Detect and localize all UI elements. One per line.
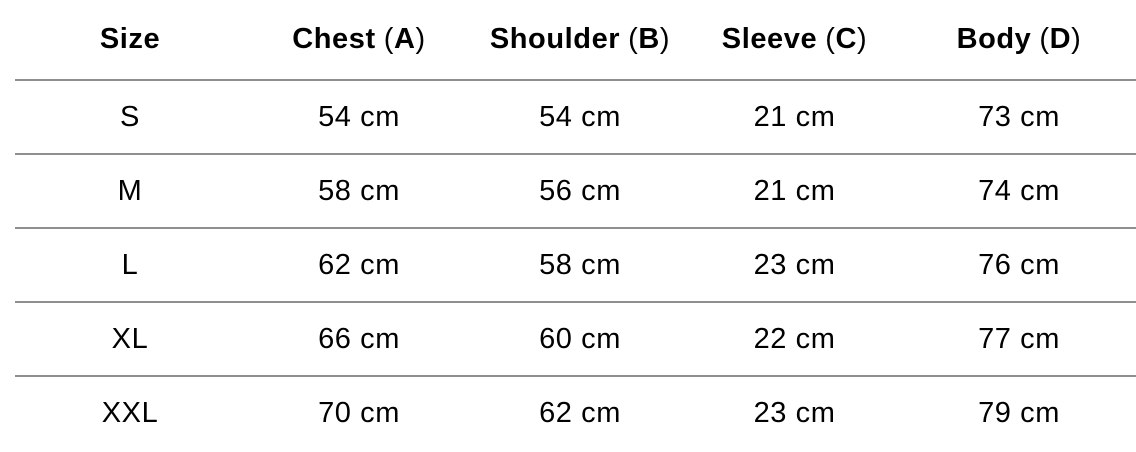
- column-header-body: Body (D): [902, 0, 1136, 81]
- column-code: (C): [825, 23, 868, 55]
- cell-size: XXL: [101, 396, 159, 429]
- column-code: (D): [1039, 23, 1082, 55]
- cell-shoulder: 54 cm: [473, 80, 687, 155]
- column-code: (B): [628, 23, 671, 55]
- cell-size: S: [15, 80, 245, 155]
- cell-chest: 62 cm: [245, 228, 473, 303]
- table-row-xxl: XXL 70 cm 62 cm 23 cm 79 cm: [15, 376, 1136, 449]
- cell-sleeve: 23 cm: [753, 396, 836, 429]
- cell-sleeve: 21 cm: [687, 154, 902, 229]
- table-row-xl: XL 66 cm 60 cm 22 cm 77 cm: [15, 302, 1136, 377]
- cell-shoulder: 60 cm: [473, 302, 687, 377]
- cell-shoulder: 62 cm: [539, 396, 621, 429]
- cell-chest: 54 cm: [245, 80, 473, 155]
- table-row-s: S 54 cm 54 cm 21 cm 73 cm: [15, 80, 1136, 155]
- cell-chest: 66 cm: [245, 302, 473, 377]
- table-row-l: L 62 cm 58 cm 23 cm 76 cm: [15, 228, 1136, 303]
- column-header-label: Sleeve: [721, 23, 818, 55]
- column-header-label: Size: [99, 23, 161, 55]
- column-header-label: Shoulder: [489, 23, 621, 55]
- cell-size: XL: [15, 302, 245, 377]
- column-code-letter: B: [638, 23, 660, 55]
- cell-shoulder: 56 cm: [473, 154, 687, 229]
- column-header-size: Size: [15, 0, 245, 81]
- cell-size: M: [15, 154, 245, 229]
- cell-body: 79 cm: [978, 396, 1060, 429]
- cell-sleeve: 22 cm: [687, 302, 902, 377]
- column-header-label: Chest: [292, 23, 376, 55]
- cell-chest: 58 cm: [245, 154, 473, 229]
- cell-sleeve: 23 cm: [687, 228, 902, 303]
- header-row: Size Chest (A) Shoulder (B) Sleeve (C) Body…: [15, 0, 1136, 81]
- column-header-chest: Chest (A): [245, 0, 473, 81]
- column-code: (A): [383, 23, 426, 55]
- cell-body: 74 cm: [902, 154, 1136, 229]
- table-row-m: M 58 cm 56 cm 21 cm 74 cm: [15, 154, 1136, 229]
- column-code-letter: C: [835, 23, 857, 55]
- size-chart-table: Size Chest (A) Shoulder (B) Sleeve (C) Body…: [15, 0, 1136, 449]
- cell-body: 76 cm: [902, 228, 1136, 303]
- cell-size: L: [15, 228, 245, 303]
- column-header-label: Body: [956, 23, 1032, 55]
- column-header-sleeve: Sleeve (C): [687, 0, 902, 81]
- cell-sleeve: 21 cm: [687, 80, 902, 155]
- cell-body: 77 cm: [902, 302, 1136, 377]
- column-code-letter: D: [1049, 23, 1072, 55]
- cell-body: 73 cm: [902, 80, 1136, 155]
- column-header-shoulder: Shoulder (B): [473, 0, 687, 81]
- cell-chest: 70 cm: [318, 396, 400, 429]
- column-code-letter: A: [393, 23, 416, 55]
- cell-shoulder: 58 cm: [473, 228, 687, 303]
